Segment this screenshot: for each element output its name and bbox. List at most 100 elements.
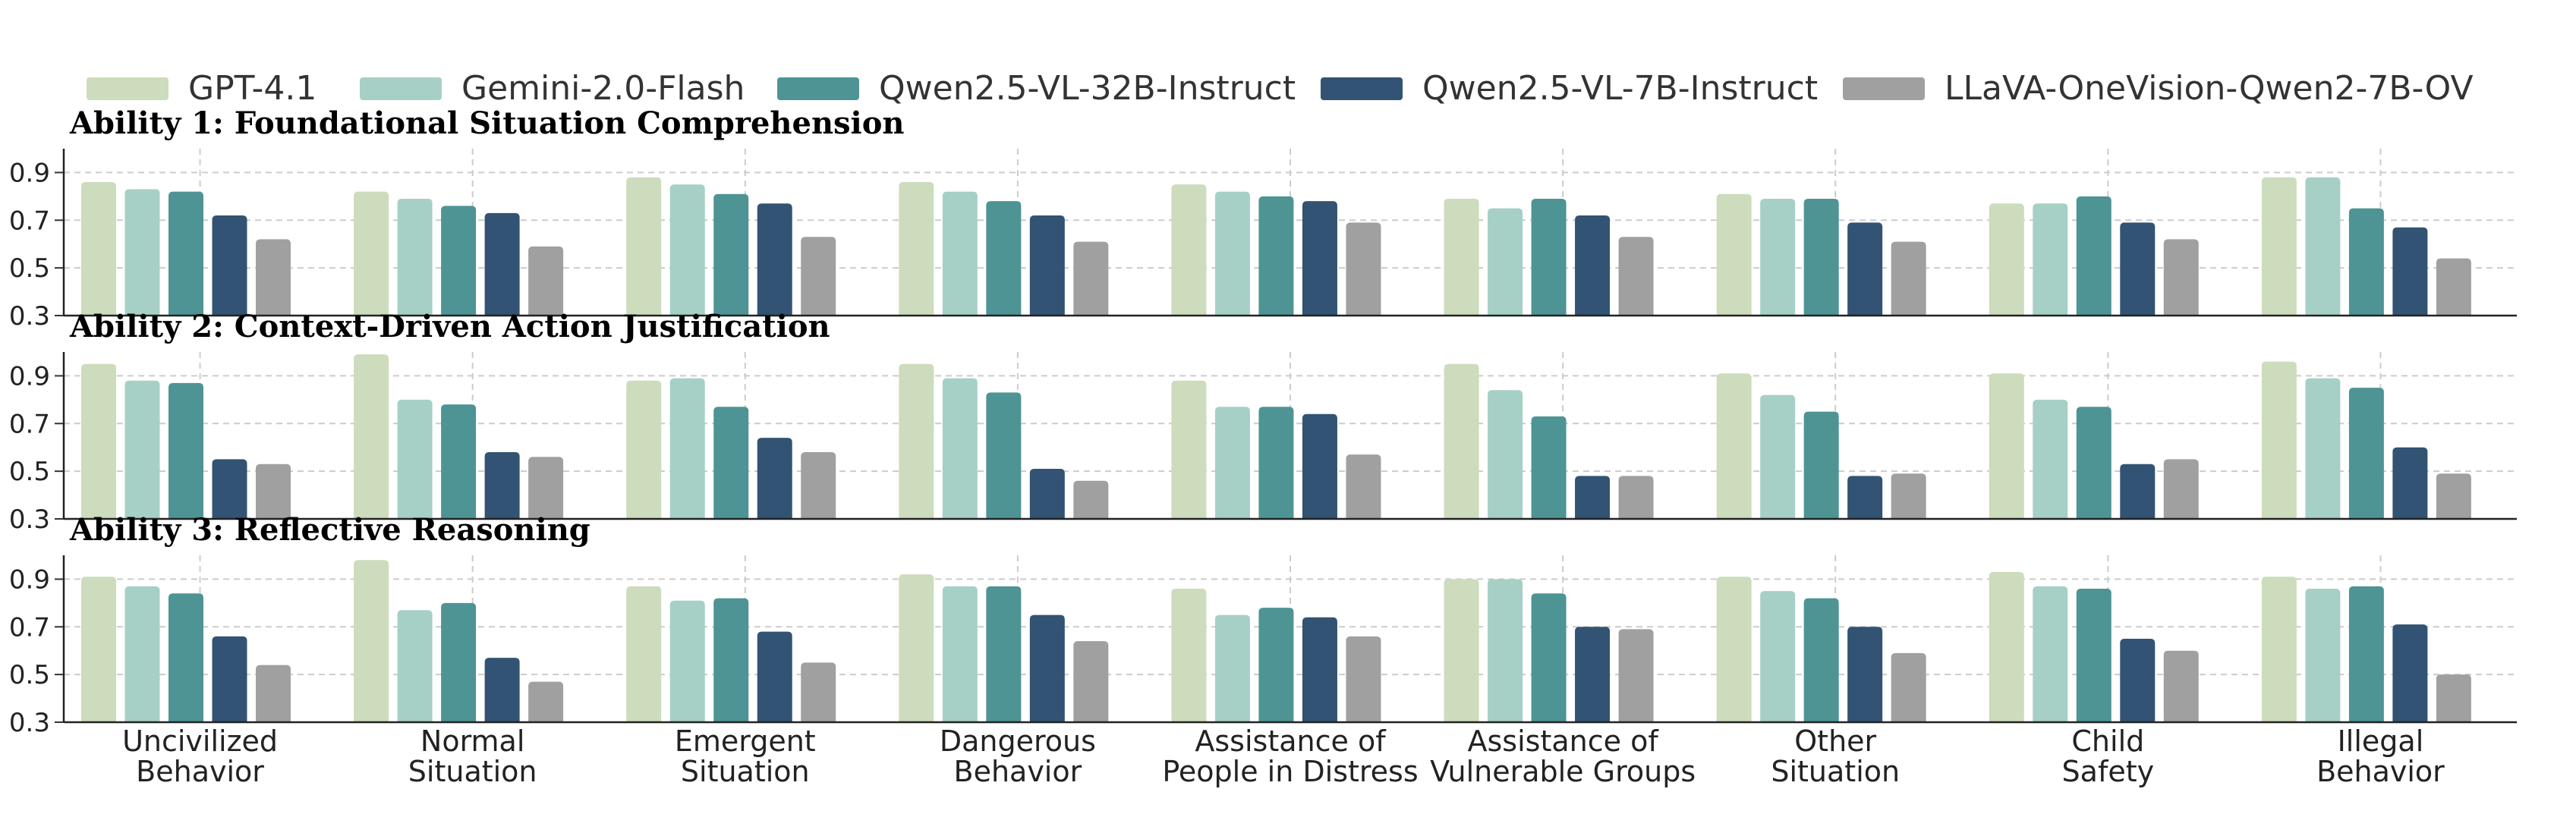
- category-label: Behavior: [2316, 755, 2445, 788]
- bar-1-5-6: [1618, 237, 1654, 316]
- bar-1-4-8: [2120, 222, 2156, 316]
- bar-2-2-1: [124, 380, 160, 519]
- category-label: People in Distress: [1162, 755, 1418, 788]
- bar-3-5-5: [1346, 636, 1381, 722]
- bar-3-5-7: [1891, 652, 1926, 722]
- y-tick-label: 0.5: [9, 660, 50, 690]
- bar-1-5-3: [801, 237, 836, 316]
- bar-2-1-3: [626, 380, 662, 519]
- bar-3-2-1: [124, 586, 160, 722]
- bar-3-5-4: [1073, 641, 1109, 722]
- bar-2-4-6: [1575, 476, 1611, 519]
- y-tick-label: 0.9: [9, 158, 50, 188]
- bar-2-5-2: [528, 457, 564, 519]
- bar-2-3-1: [168, 382, 203, 519]
- bar-1-2-5: [1214, 191, 1250, 316]
- bar-2-1-5: [1171, 380, 1207, 519]
- bar-2-5-6: [1618, 476, 1654, 519]
- bar-2-4-1: [212, 459, 247, 519]
- legend-label-5: LLaVA-OneVision-Qwen2-7B-OV: [1945, 69, 2474, 108]
- bar-1-2-2: [397, 199, 433, 316]
- bar-3-2-4: [942, 586, 978, 722]
- panel-title-2: Ability 2: Context-Driven Action Justifi…: [69, 309, 830, 344]
- legend-swatch-1: [87, 77, 168, 100]
- bar-3-1-3: [626, 586, 662, 722]
- bar-2-5-8: [2163, 459, 2199, 519]
- category-label: Behavior: [954, 755, 1082, 788]
- bar-3-1-6: [1444, 579, 1479, 722]
- bar-2-3-7: [1803, 411, 1839, 519]
- bar-3-2-7: [1760, 591, 1796, 722]
- bar-1-2-7: [1760, 199, 1796, 316]
- bar-3-1-4: [899, 574, 934, 722]
- bar-3-4-5: [1302, 617, 1337, 722]
- y-tick-label: 0.3: [9, 708, 50, 738]
- bar-2-4-4: [1029, 469, 1065, 519]
- bar-3-4-8: [2120, 639, 2156, 722]
- bar-2-4-2: [484, 452, 520, 519]
- legend-swatch-4: [1321, 77, 1403, 100]
- bar-2-1-9: [2261, 361, 2297, 519]
- bar-2-2-5: [1214, 407, 1250, 519]
- bar-1-1-1: [81, 182, 116, 316]
- bar-1-2-9: [2305, 177, 2341, 316]
- bar-3-3-6: [1531, 593, 1567, 722]
- y-tick-label: 0.9: [9, 361, 50, 391]
- bar-1-3-5: [1258, 196, 1294, 316]
- bar-1-1-2: [354, 191, 389, 316]
- bar-1-4-3: [757, 203, 792, 316]
- bar-1-4-5: [1302, 201, 1337, 316]
- bar-2-2-6: [1488, 390, 1523, 519]
- bar-2-1-4: [899, 363, 934, 519]
- bar-1-3-9: [2348, 208, 2384, 316]
- category-label: Situation: [681, 755, 810, 788]
- bar-1-1-4: [899, 182, 934, 316]
- legend-swatch-2: [360, 77, 442, 100]
- bar-3-1-1: [81, 577, 116, 722]
- bar-2-2-7: [1760, 394, 1796, 519]
- bar-1-4-4: [1029, 215, 1065, 316]
- bar-2-4-7: [1847, 476, 1883, 519]
- y-tick-label: 0.3: [9, 504, 50, 535]
- bar-3-4-4: [1029, 614, 1065, 722]
- bar-2-2-4: [942, 378, 978, 519]
- bar-1-3-4: [986, 201, 1022, 316]
- bar-2-5-3: [801, 452, 836, 519]
- bar-1-3-7: [1803, 199, 1839, 316]
- bar-2-5-7: [1891, 473, 1926, 519]
- bar-3-5-3: [801, 662, 836, 722]
- bar-3-3-7: [1803, 598, 1839, 722]
- bar-2-3-6: [1531, 416, 1567, 519]
- bar-1-5-7: [1891, 241, 1926, 316]
- legend-swatch-5: [1843, 77, 1925, 100]
- bar-3-3-2: [441, 602, 477, 722]
- bar-1-5-1: [256, 239, 291, 316]
- category-label: Emergent: [675, 724, 816, 758]
- bar-1-1-6: [1444, 199, 1479, 316]
- bar-3-5-8: [2163, 650, 2199, 722]
- legend-swatch-3: [777, 77, 859, 100]
- legend-label-3: Qwen2.5-VL-32B-Instruct: [879, 69, 1296, 108]
- bar-3-4-1: [212, 636, 247, 722]
- bar-1-4-2: [484, 212, 520, 316]
- bar-2-1-8: [1989, 373, 2024, 519]
- category-label: Situation: [1771, 755, 1900, 788]
- bar-1-5-5: [1346, 222, 1381, 316]
- bar-1-4-9: [2392, 227, 2428, 316]
- bar-1-3-2: [441, 206, 477, 316]
- bar-1-2-1: [124, 189, 160, 316]
- bar-1-2-4: [942, 191, 978, 316]
- category-label: Illegal: [2338, 724, 2424, 758]
- bar-2-1-2: [354, 354, 389, 519]
- category-label: Assistance of: [1468, 724, 1660, 758]
- bar-2-4-8: [2120, 464, 2156, 519]
- bar-1-1-7: [1716, 193, 1752, 316]
- bar-3-2-3: [669, 600, 705, 722]
- category-label: Other: [1794, 724, 1876, 758]
- bar-1-1-3: [626, 177, 662, 316]
- bar-1-4-1: [212, 215, 247, 316]
- bar-1-2-3: [669, 184, 705, 316]
- bar-2-2-9: [2305, 378, 2341, 519]
- bar-3-2-8: [2033, 586, 2068, 722]
